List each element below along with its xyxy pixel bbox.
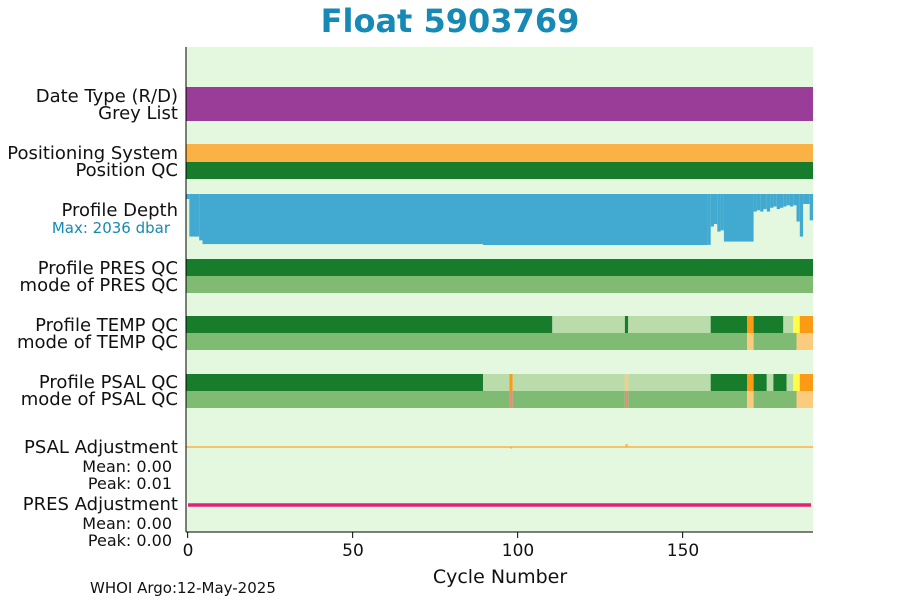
depth-bar <box>766 194 771 212</box>
depth-bar <box>717 194 721 232</box>
depth-bar <box>786 194 790 206</box>
qc-bar-segment <box>799 374 813 391</box>
qc-bar-segment <box>186 391 510 408</box>
qc-bar-segment <box>799 316 813 333</box>
x-tick-label: 100 <box>501 541 535 561</box>
qc-bar-segment <box>753 333 797 350</box>
depth-bar <box>723 194 754 242</box>
depth-bar <box>760 194 764 212</box>
qc-bar-segment <box>186 144 813 162</box>
qc-bar-segment <box>710 374 747 391</box>
footer-credit: WHOI Argo:12-May-2025 <box>90 579 276 597</box>
label-position-qc: Position QC <box>75 160 178 181</box>
qc-bar-segment <box>747 316 754 333</box>
qc-bar-segment <box>753 391 797 408</box>
label-pres-peak: Peak: 0.00 <box>87 531 172 550</box>
qc-bar-segment <box>509 374 513 391</box>
qc-bar-segment <box>783 316 794 333</box>
x-tick-label: 0 <box>182 541 194 561</box>
qc-bar-segment <box>512 391 625 408</box>
label-pres-qc: Profile PRES QC <box>37 258 178 279</box>
qc-bar-segment <box>747 391 754 408</box>
qc-bar-segment <box>786 374 794 391</box>
qc-bar-segment <box>186 87 813 121</box>
label-temp-qc: Profile TEMP QC <box>35 315 178 336</box>
depth-bar <box>756 194 761 211</box>
qc-bar-segment <box>552 316 625 333</box>
depth-bar <box>199 194 203 241</box>
depth-bar <box>707 194 711 245</box>
qc-bar-segment <box>509 391 513 408</box>
depth-bar <box>793 194 797 206</box>
qc-bar-segment <box>186 374 483 391</box>
depth-bar <box>720 194 724 231</box>
qc-bar-segment <box>186 276 813 293</box>
qc-bar-segment <box>753 374 767 391</box>
depth-bar <box>483 194 708 245</box>
depth-bar <box>799 194 804 237</box>
x-tick-label: 150 <box>666 541 700 561</box>
depth-bar <box>186 194 190 200</box>
qc-bar-segment <box>628 316 711 333</box>
label-max-depth: Max: 2036 dbar <box>51 219 170 237</box>
label-profile-depth: Profile Depth <box>61 200 178 221</box>
qc-bar-segment <box>796 333 813 350</box>
label-pres-mean: Mean: 0.00 <box>82 514 172 533</box>
depth-bar <box>809 194 813 221</box>
label-psal-peak: Peak: 0.01 <box>87 474 172 493</box>
depth-bar <box>202 194 483 245</box>
label-psal-qc: Profile PSAL QC <box>38 372 178 393</box>
label-grey-list: Grey List <box>98 103 178 124</box>
depth-bar <box>770 194 774 208</box>
depth-bar <box>710 194 714 227</box>
qc-bar-segment <box>796 391 813 408</box>
qc-bar-segment <box>747 333 754 350</box>
qc-bar-segment <box>624 391 629 408</box>
qc-bar-segment <box>753 316 784 333</box>
qc-bar-segment <box>628 391 747 408</box>
depth-bar <box>803 194 810 205</box>
depth-bar <box>783 194 787 207</box>
depth-bar <box>796 194 800 222</box>
label-pres-mode: mode of PRES QC <box>19 275 178 296</box>
depth-bar <box>753 194 757 212</box>
depth-bar <box>789 194 794 207</box>
label-date-type: Date Type (R/D) <box>35 86 178 107</box>
label-positioning-system: Positioning System <box>7 143 178 164</box>
depth-bar <box>776 194 780 210</box>
label-psal-mean: Mean: 0.00 <box>82 457 172 476</box>
qc-bar-segment <box>186 316 553 333</box>
qc-bar-segment <box>624 374 629 391</box>
qc-bar-segment <box>624 316 629 333</box>
chart-title: Float 5903769 <box>320 2 580 40</box>
depth-bar <box>773 194 777 207</box>
label-psal-adjustment: PSAL Adjustment <box>23 437 178 458</box>
qc-bar-segment <box>747 374 754 391</box>
qc-bar-segment <box>773 374 787 391</box>
qc-bar-segment <box>793 374 800 391</box>
qc-bar-segment <box>710 316 747 333</box>
qc-bar-segment <box>766 374 774 391</box>
label-psal-mode: mode of PSAL QC <box>20 389 178 410</box>
qc-bar-segment <box>186 162 813 179</box>
depth-bar <box>714 194 718 225</box>
depth-bar <box>189 194 200 237</box>
depth-bar <box>780 194 784 208</box>
x-tick-label: 50 <box>342 541 364 561</box>
x-axis-label: Cycle Number <box>432 566 568 588</box>
qc-bar-segment <box>186 333 747 350</box>
qc-bar-segment <box>186 259 813 276</box>
qc-bar-segment <box>793 316 800 333</box>
qc-bar-segment <box>483 374 510 391</box>
depth-bar <box>763 194 767 210</box>
label-temp-mode: mode of TEMP QC <box>16 332 178 353</box>
qc-bar-segment <box>628 374 711 391</box>
qc-bar-segment <box>512 374 625 391</box>
label-pres-adjustment: PRES Adjustment <box>22 494 178 515</box>
